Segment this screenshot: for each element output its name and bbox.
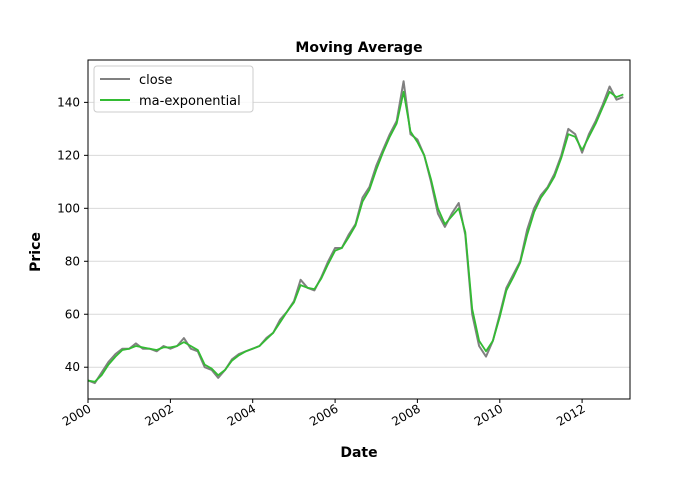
x-axis-title: Date bbox=[340, 445, 377, 461]
y-tick-label-120: 120 bbox=[57, 148, 80, 162]
plot-lines bbox=[87, 80, 624, 385]
y-tick-label-40: 40 bbox=[65, 360, 80, 374]
chart-title: Moving Average bbox=[295, 40, 422, 56]
legend-box bbox=[93, 65, 254, 113]
y-tick-label-80: 80 bbox=[65, 254, 80, 268]
y-axis: 40 60 80 100 120 140 bbox=[57, 95, 88, 374]
legend-label-ma-exponential: ma-exponential bbox=[139, 94, 241, 109]
y-tick-label-60: 60 bbox=[65, 307, 80, 321]
legend: close ma-exponential bbox=[93, 65, 254, 113]
series-line-ma-exponential bbox=[87, 90, 624, 383]
y-tick-label-140: 140 bbox=[57, 95, 80, 109]
y-tick-label-100: 100 bbox=[57, 201, 80, 215]
plot-frame bbox=[87, 59, 631, 400]
y-axis-title: Price bbox=[28, 232, 44, 272]
legend-label-close: close bbox=[139, 73, 172, 88]
